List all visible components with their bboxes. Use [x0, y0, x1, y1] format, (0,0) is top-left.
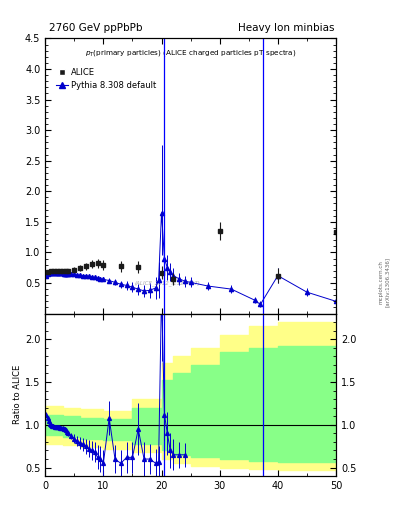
Text: [arXiv:1306.3436]: [arXiv:1306.3436]	[385, 257, 389, 307]
Text: (ALICE_2012_I1127497): (ALICE_2012_I1127497)	[134, 281, 200, 286]
Legend: ALICE, Pythia 8.308 default: ALICE, Pythia 8.308 default	[52, 65, 160, 93]
Y-axis label: Ratio to ALICE: Ratio to ALICE	[13, 365, 22, 424]
Text: 2760 GeV ppPbPb: 2760 GeV ppPbPb	[49, 23, 143, 33]
Text: Heavy Ion minbias: Heavy Ion minbias	[237, 23, 334, 33]
Text: mcplots.cern.ch: mcplots.cern.ch	[379, 260, 384, 304]
Text: $p_T$(primary particles) (ALICE charged particles pT spectra): $p_T$(primary particles) (ALICE charged …	[85, 48, 296, 58]
